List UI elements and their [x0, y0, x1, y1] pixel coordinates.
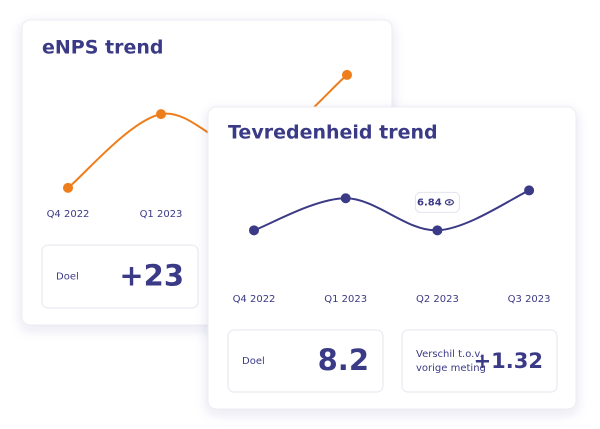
data-point: [524, 185, 535, 196]
stat-label: Verschil t.o.v.: [416, 349, 483, 360]
x-tick-label: Q4 2022: [47, 209, 90, 220]
data-point: [156, 109, 166, 120]
value-label: 6.84: [417, 197, 442, 208]
eye-icon: [444, 199, 454, 206]
data-point: [63, 182, 73, 193]
x-tick-label: Q3 2023: [508, 294, 551, 305]
data-point: [342, 69, 352, 80]
stat-label: Doel: [242, 356, 265, 367]
stat-box: [401, 329, 558, 393]
eye-pupil: [448, 201, 451, 204]
stat-box: [227, 329, 384, 393]
x-tick-label: Q4 2022: [233, 294, 276, 305]
stat-value: +23: [119, 259, 184, 293]
x-tick-label: Q1 2023: [324, 294, 367, 305]
stat-label: Doel: [56, 272, 79, 283]
card-title: Tevredenheid trend: [228, 122, 438, 144]
data-point: [249, 225, 259, 236]
data-point: [340, 193, 351, 204]
data-point: [432, 225, 443, 236]
x-tick-label: Q1 2023: [140, 209, 183, 220]
card-title: eNPS trend: [42, 37, 163, 59]
stat-label: vorige meting: [416, 363, 486, 374]
stat-value: +1.32: [474, 349, 543, 373]
tooltip: [414, 191, 460, 213]
x-tick-label: Q2 2023: [416, 294, 459, 305]
stat-box: [41, 244, 199, 309]
trend-line: [253, 189, 530, 232]
card: Tevredenheid trend Q4 2022 Q1 2023 Q2 2023 Q…: [207, 106, 577, 410]
stat-value: 8.2: [318, 343, 369, 377]
